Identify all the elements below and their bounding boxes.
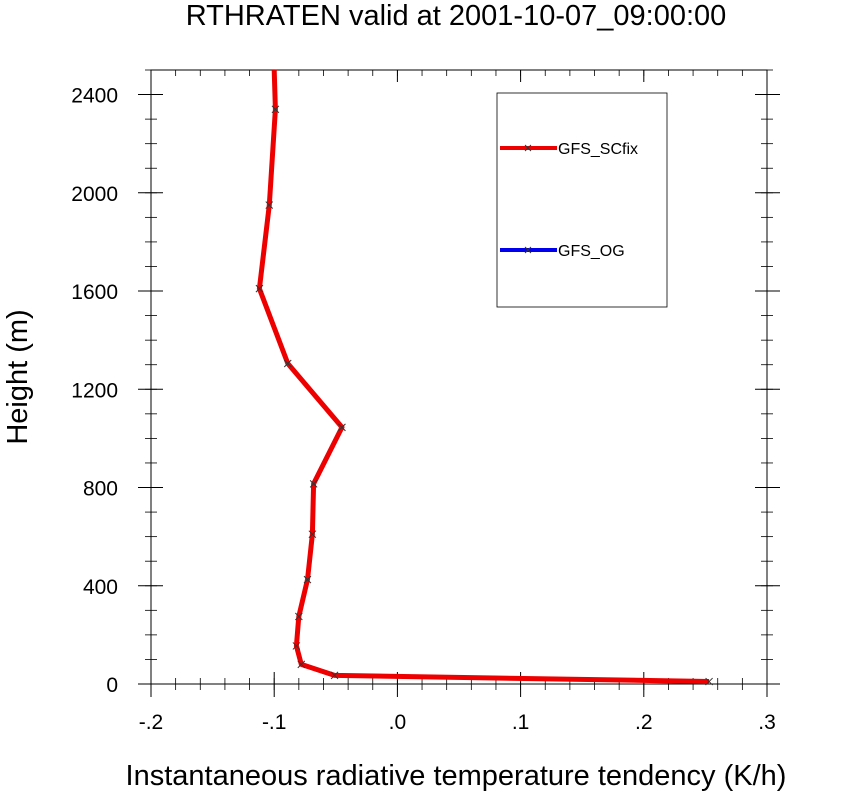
- marker-stroke: [292, 642, 301, 650]
- x-tick-label: .3: [758, 711, 776, 734]
- series-marker: [294, 612, 303, 621]
- marker-stroke: [309, 479, 318, 488]
- marker-stroke: [330, 671, 339, 680]
- y-tick-label: 400: [83, 576, 118, 599]
- x-tick-label: -.1: [262, 711, 287, 734]
- marker-stroke: [303, 575, 312, 584]
- marker-stroke: [338, 423, 346, 432]
- series-marker: [265, 201, 274, 209]
- legend-label-GFS_OG: GFS_OG: [558, 243, 625, 260]
- series-layer: [255, 69, 713, 686]
- y-tick-label: 1600: [71, 281, 118, 304]
- series-marker: [303, 575, 312, 584]
- series-line-GFS_SCfix: [256, 69, 710, 684]
- series-marker: [330, 671, 339, 680]
- x-tick-label: .0: [389, 711, 407, 734]
- series-marker: [255, 284, 264, 293]
- y-tick-label: 800: [83, 478, 118, 501]
- legend-box: [496, 92, 668, 308]
- plot-frame: [150, 69, 768, 685]
- series-marker: [283, 359, 292, 368]
- marker-stroke: [255, 284, 264, 293]
- series-marker: [309, 479, 318, 488]
- series-marker: [338, 423, 346, 432]
- series-marker: [297, 660, 306, 669]
- legend-marker: [524, 246, 532, 254]
- series-marker: [705, 677, 713, 686]
- legend-label-GFS_SCfix: GFS_SCfix: [558, 141, 638, 158]
- x-axis-label: Instantaneous radiative temperature tend…: [126, 760, 787, 792]
- series-marker: [292, 642, 301, 650]
- marker-stroke: [297, 660, 306, 669]
- y-tick-label: 2400: [71, 85, 118, 108]
- marker-stroke: [283, 359, 292, 368]
- marker-stroke: [265, 201, 274, 209]
- axis-tick-labels: -.2 -.1 .0 .1 .2 .3 0 400 800 1200 1600 2000 2400: [71, 85, 775, 734]
- series-marker: [271, 105, 280, 114]
- legend: GFS_SCfix GFS_OG: [496, 92, 668, 308]
- marker-stroke: [308, 530, 317, 539]
- y-axis-label: Height (m): [2, 309, 34, 444]
- y-tick-label: 1200: [71, 379, 118, 402]
- marker-stroke: [705, 677, 713, 686]
- series-marker: [308, 530, 317, 539]
- marker-stroke: [271, 105, 280, 114]
- x-tick-label: .1: [512, 711, 530, 734]
- y-tick-label: 2000: [71, 183, 118, 206]
- legend-marker: [524, 144, 532, 152]
- y-tick-label: 0: [106, 674, 118, 697]
- x-tick-label: .2: [635, 711, 653, 734]
- marker-stroke: [294, 612, 303, 621]
- axis-ticks: [138, 69, 780, 697]
- x-tick-label: -.2: [139, 711, 164, 734]
- chart-title: RTHRATEN valid at 2001-10-07_09:00:00: [186, 0, 727, 32]
